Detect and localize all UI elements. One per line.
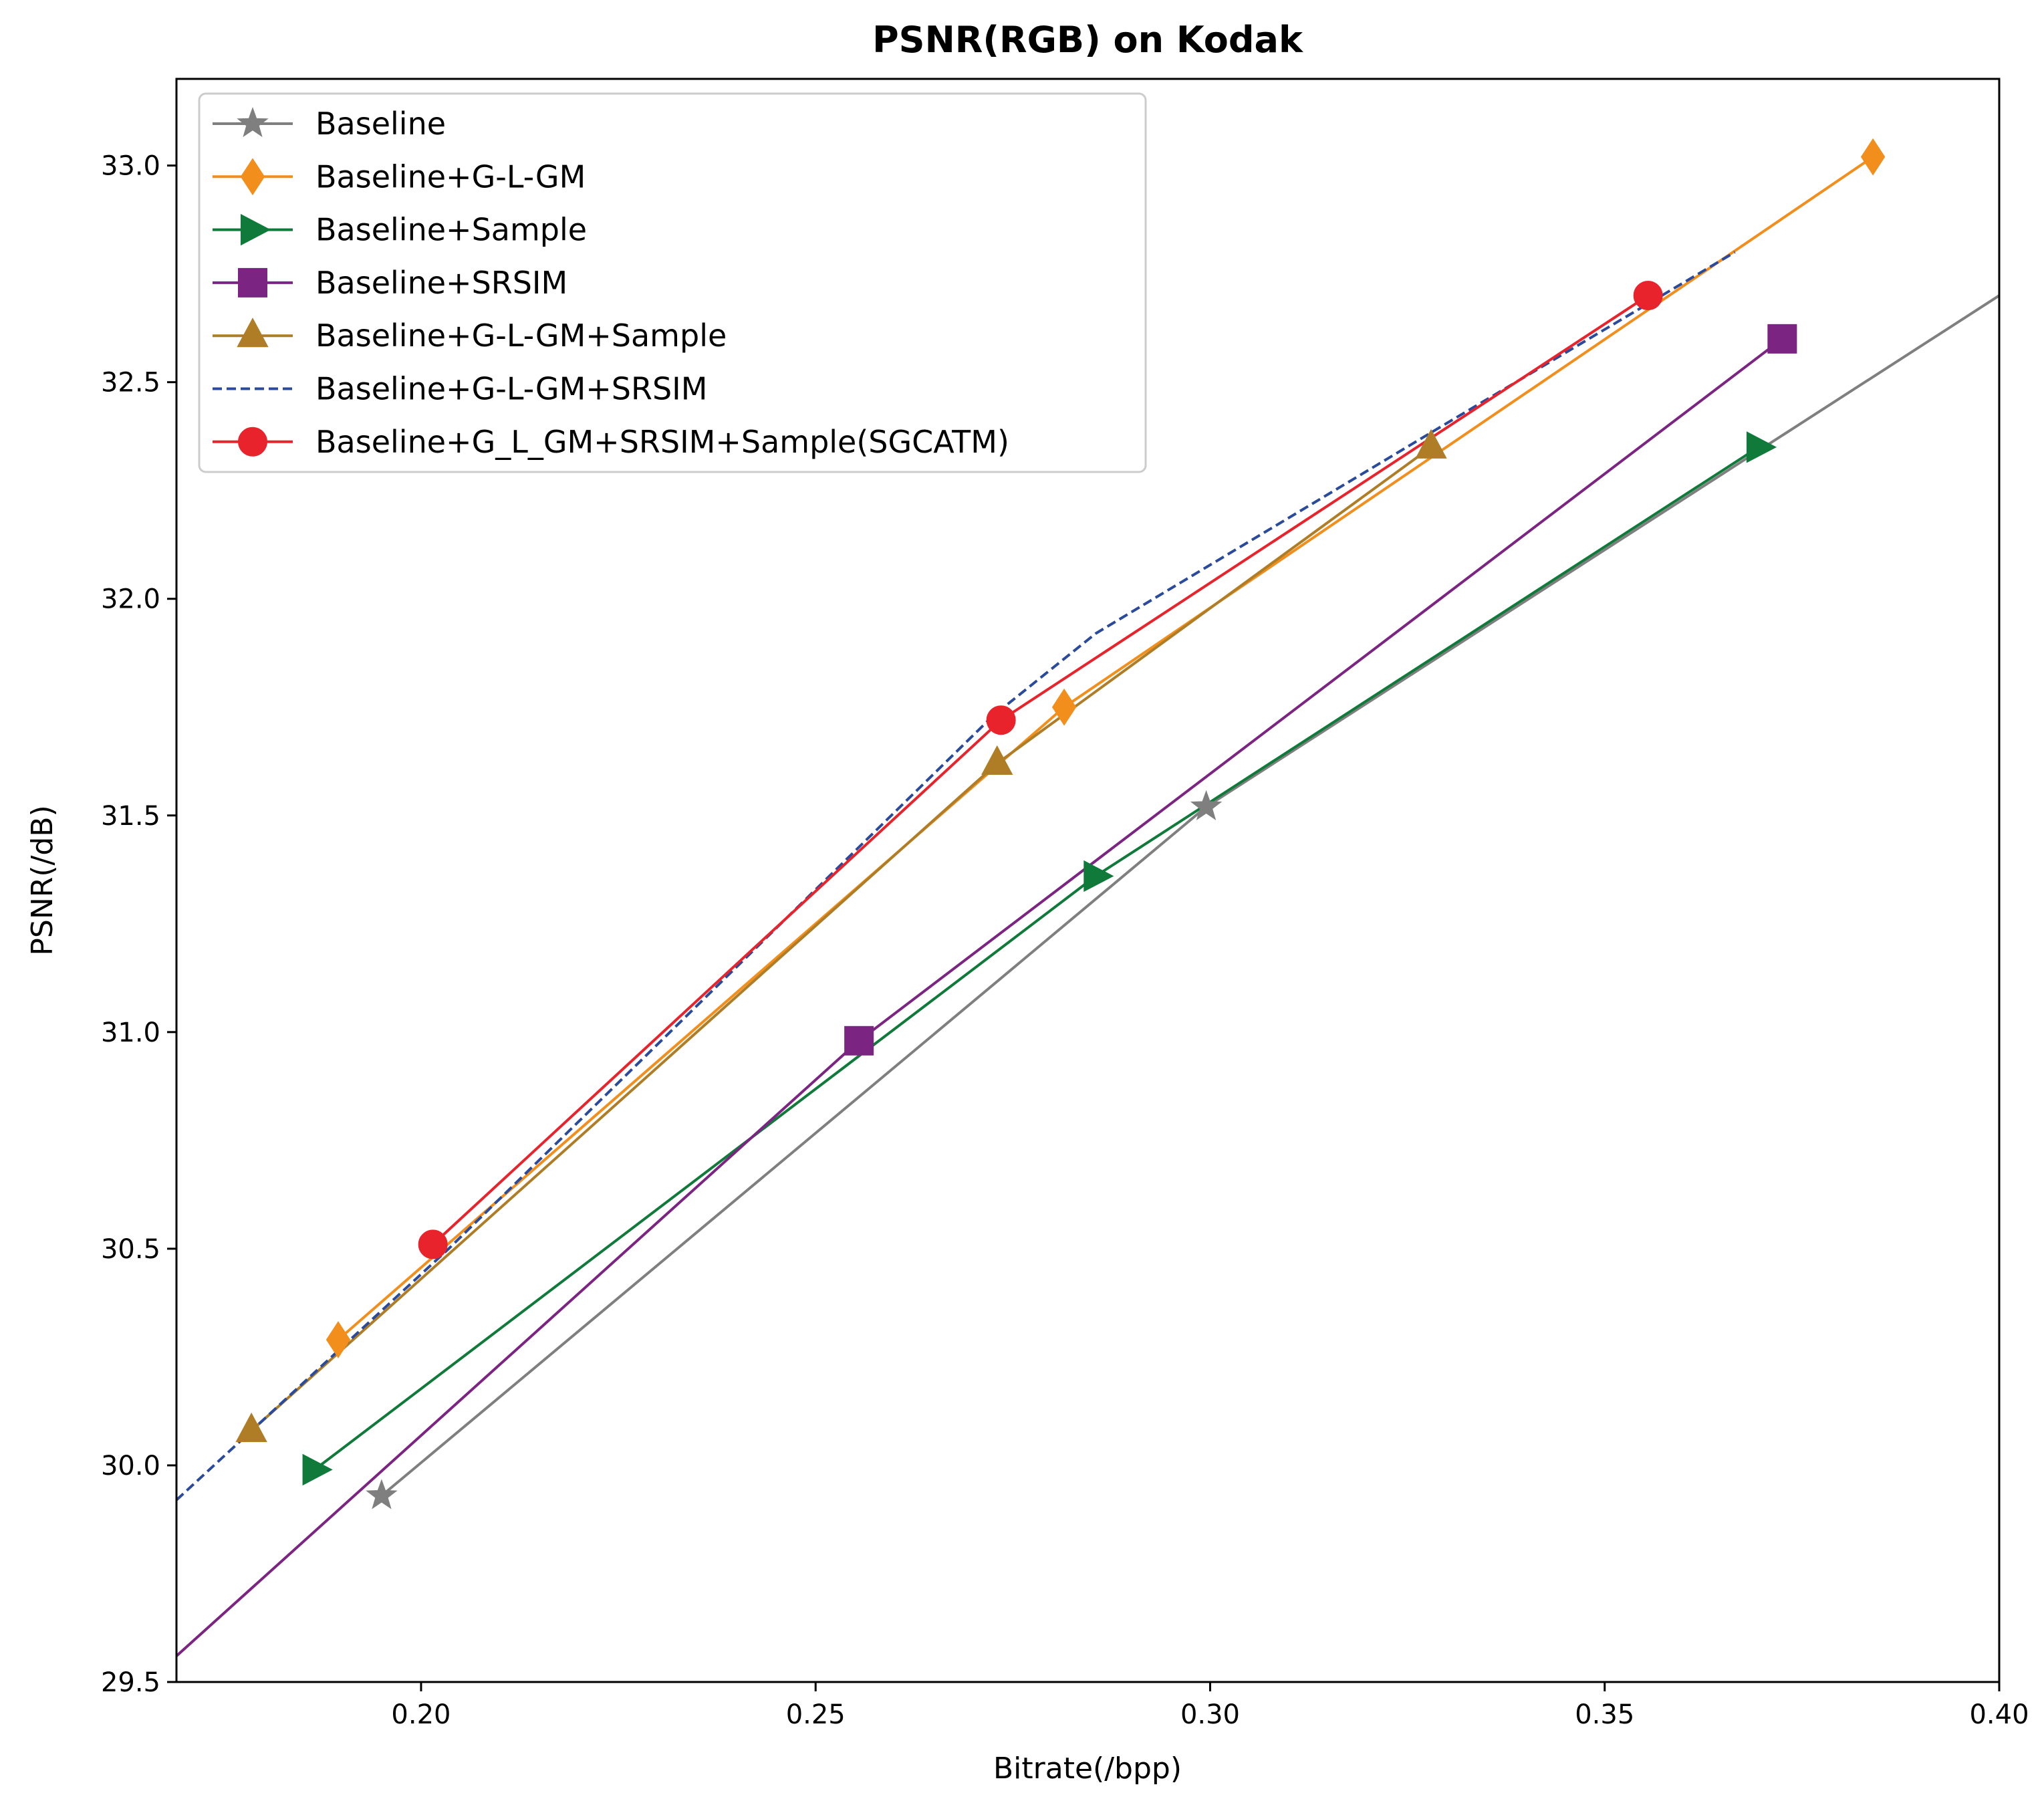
legend-marker-baseline: [237, 107, 269, 138]
x-tick-label: 0.20: [391, 1699, 451, 1730]
y-tick-label: 31.5: [101, 801, 160, 832]
data-point-baseline: [366, 1479, 398, 1510]
x-tick-label: 0.30: [1180, 1699, 1240, 1730]
data-point-baseline-sample: [1083, 860, 1114, 892]
legend-label-baseline-sample: Baseline+Sample: [315, 212, 587, 248]
data-point-baseline-g-l-gm-sample: [1415, 429, 1447, 459]
x-axis-label: Bitrate(/bpp): [993, 1752, 1182, 1786]
data-point-baseline-g-l-gm: [1051, 688, 1077, 726]
data-point-baseline-srsim: [844, 1026, 874, 1056]
legend-marker-baseline-g-l-gm: [240, 158, 265, 196]
legend-marker-baseline-g-l-gm-sample: [237, 318, 269, 348]
marker-layer: [235, 138, 1886, 1510]
legend: Baseline Baseline+G-L-GM Baseline+Sample Ba…: [198, 92, 1147, 473]
x-tick-label: 0.25: [786, 1699, 846, 1730]
chart-title: PSNR(RGB) on Kodak: [872, 19, 1303, 61]
legend-label-baseline-g-l-gm-srsim-sample-sgcatm: Baseline+G_L_GM+SRSIM+Sample(SGCATM): [315, 424, 1009, 460]
legend-label-baseline-g-l-gm: Baseline+G-L-GM: [315, 158, 586, 195]
legend-box: [198, 92, 1147, 473]
y-tick-label: 32.5: [101, 368, 160, 398]
y-tick-label: 31.0: [101, 1017, 160, 1048]
legend-marker-baseline-srsim: [238, 267, 267, 297]
data-point-baseline-g-l-gm-srsim-sample-sgcatm: [986, 705, 1016, 735]
x-tick-label: 0.40: [1969, 1699, 2029, 1730]
data-point-baseline-sample: [302, 1453, 333, 1486]
y-tick-label: 30.5: [101, 1234, 160, 1265]
legend-label-baseline-g-l-gm-sample: Baseline+G-L-GM+Sample: [315, 318, 727, 354]
x-tick-label: 0.35: [1575, 1699, 1634, 1730]
data-point-baseline-sample: [1746, 431, 1777, 463]
data-point-baseline-g-l-gm-srsim-sample-sgcatm: [1633, 281, 1663, 311]
legend-label-baseline-g-l-gm-srsim: Baseline+G-L-GM+SRSIM: [315, 371, 707, 407]
data-point-baseline-g-l-gm: [326, 1321, 351, 1358]
data-point-baseline-g-l-gm-srsim-sample-sgcatm: [418, 1229, 448, 1259]
y-tick-label: 33.0: [101, 151, 160, 182]
data-point-baseline-g-l-gm: [1860, 138, 1886, 176]
data-point-baseline-g-l-gm-sample: [981, 745, 1013, 775]
series-line-baseline-g-l-gm-srsim: [176, 251, 1736, 1501]
legend-marker-baseline-g-l-gm-srsim-sample-sgcatm: [238, 427, 267, 457]
legend-marker-baseline-sample: [241, 213, 271, 246]
legend-label-baseline: Baseline: [315, 106, 446, 142]
data-point-baseline: [1190, 790, 1223, 821]
y-axis-label: PSNR(/dB): [25, 805, 59, 955]
y-tick-label: 30.0: [101, 1451, 160, 1481]
y-tick-label: 32.0: [101, 584, 160, 615]
x-axis-ticks: 0.20 0.25 0.30 0.35 0.40: [391, 1682, 2029, 1730]
y-axis-ticks: 29.5 30.0 30.5 31.0 31.5 32.0 32.5 33.0: [101, 151, 176, 1698]
plot-frame: [175, 78, 2001, 1683]
y-tick-label: 29.5: [101, 1667, 160, 1698]
data-point-baseline-g-l-gm-sample: [235, 1412, 267, 1443]
data-point-baseline-srsim: [1767, 324, 1797, 354]
legend-label-baseline-srsim: Baseline+SRSIM: [315, 265, 567, 301]
